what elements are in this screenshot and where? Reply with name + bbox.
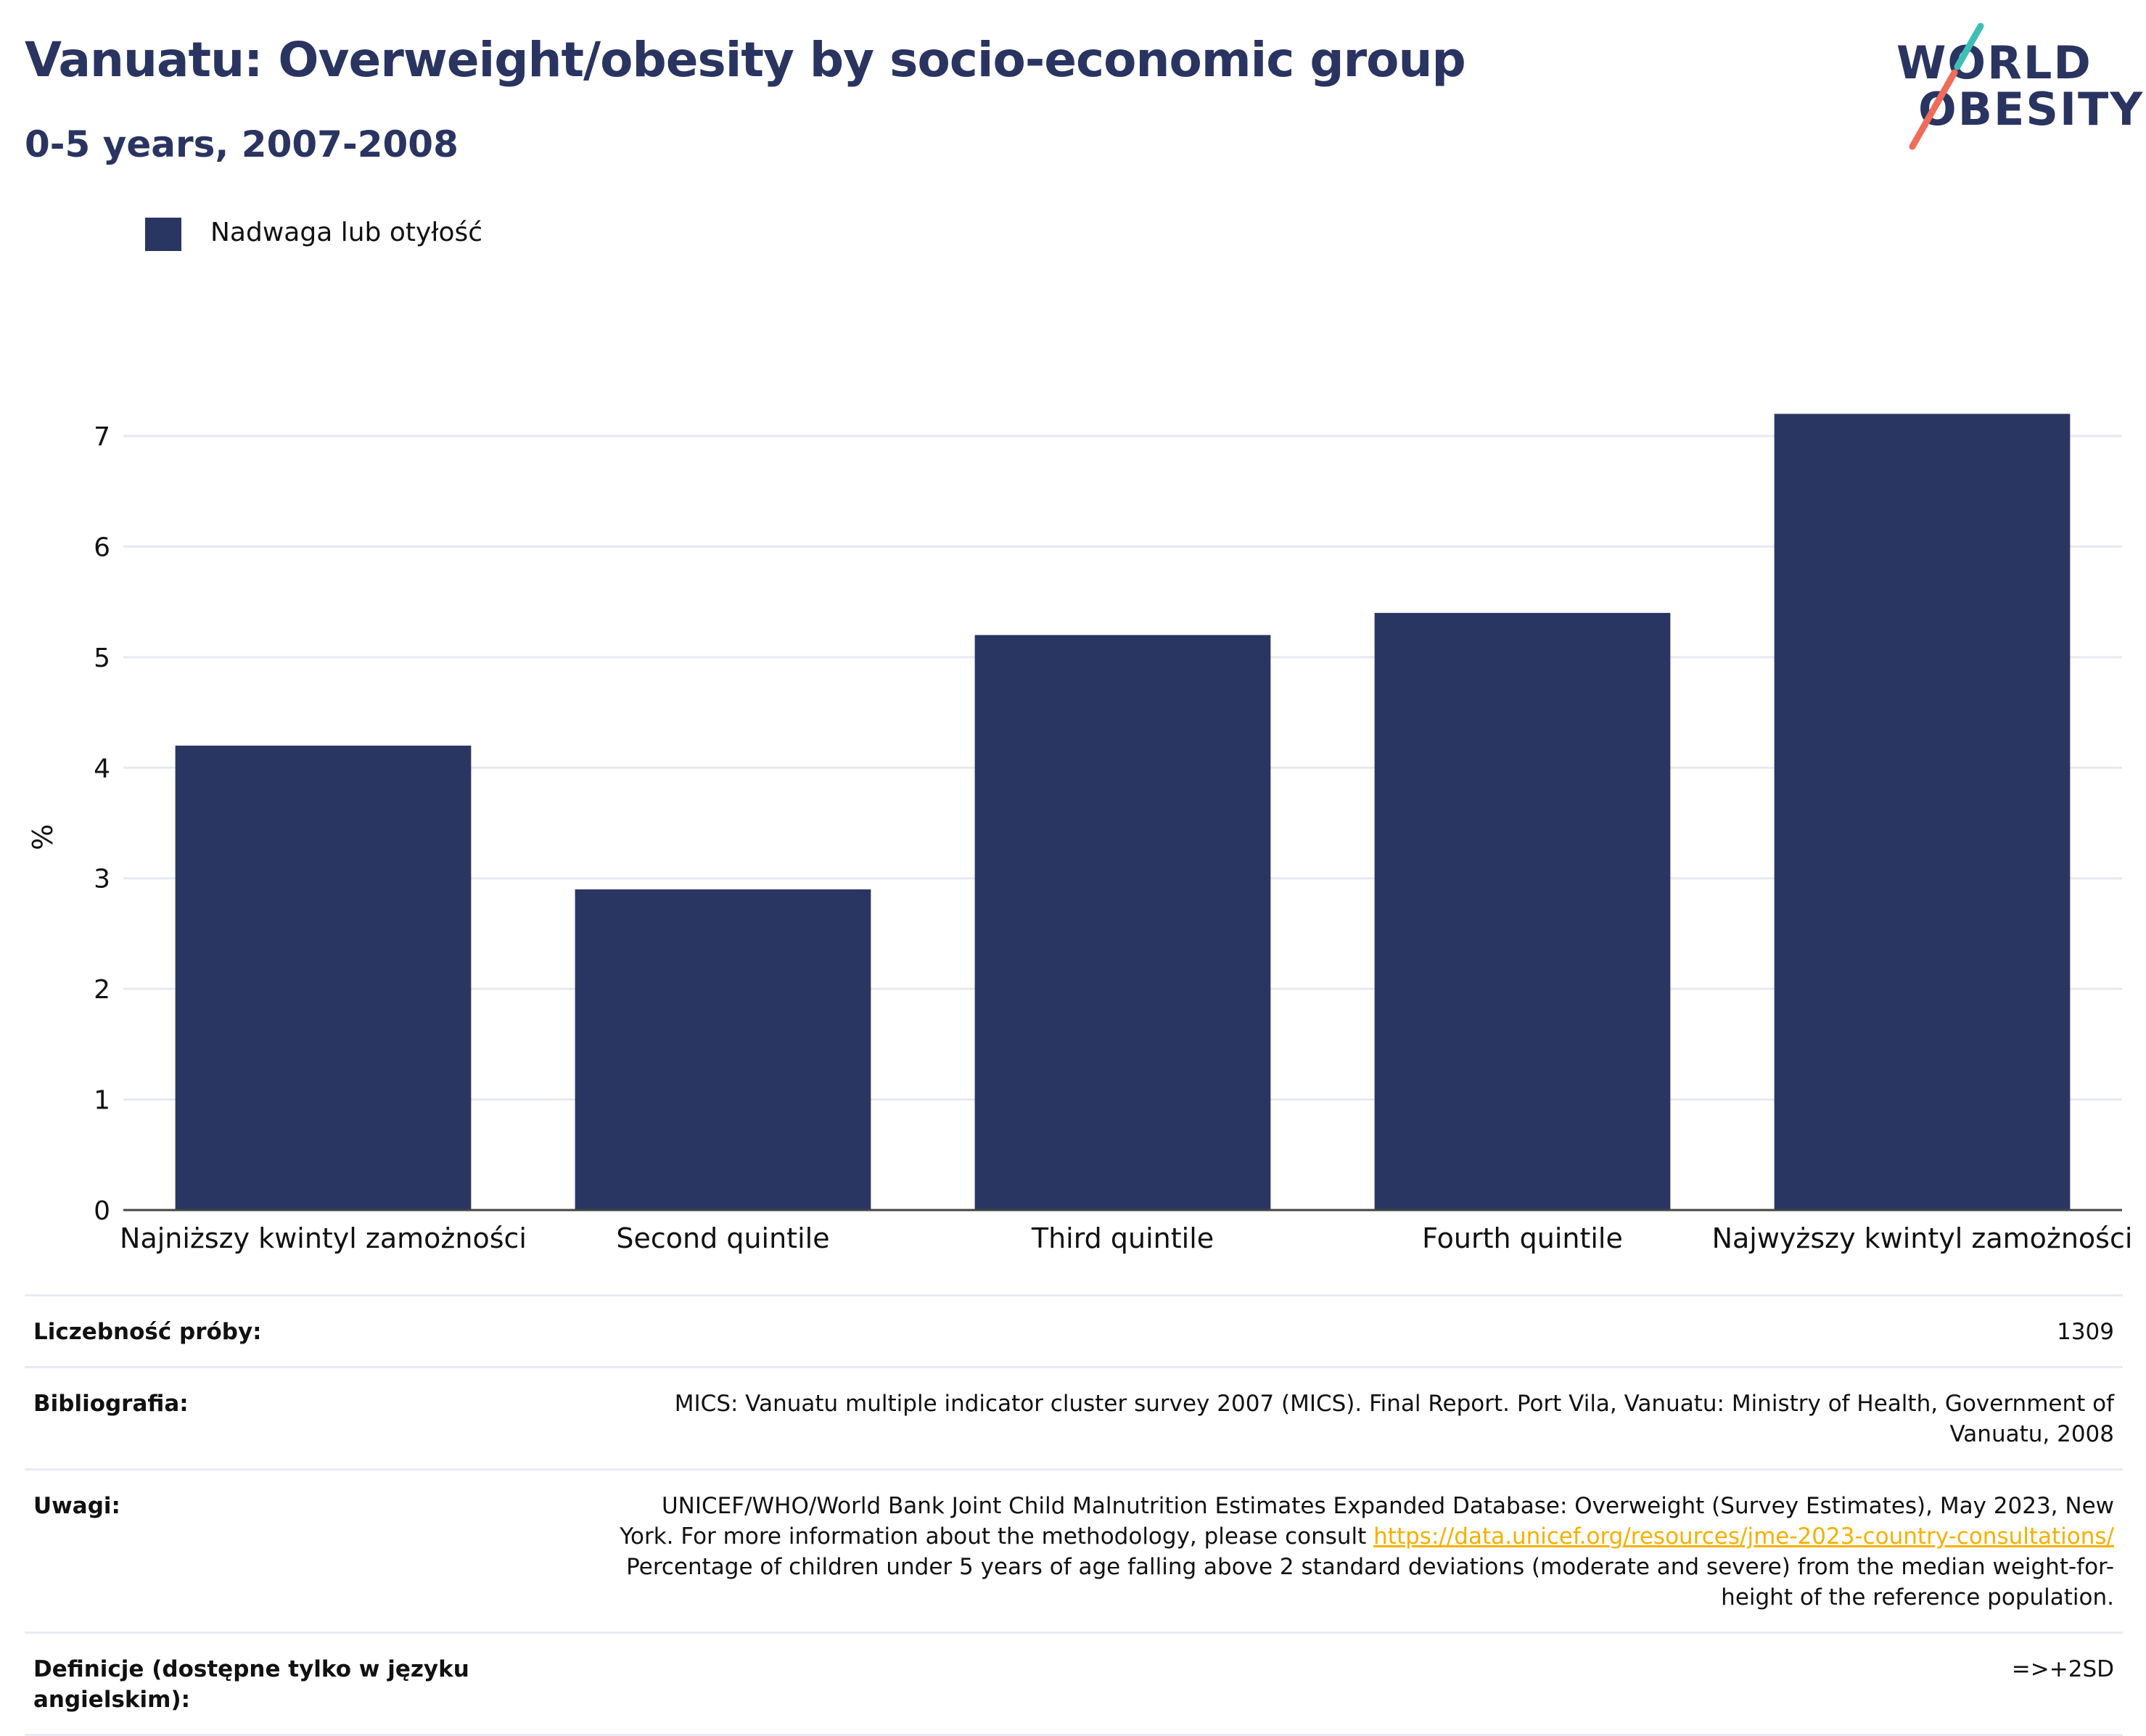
info-value-sample-size: 1309 bbox=[2057, 1319, 2114, 1345]
bar bbox=[974, 635, 1271, 1210]
y-axis-label: % bbox=[27, 824, 59, 850]
logo-line-2: OBESITY bbox=[1918, 83, 2145, 136]
logo-slash-icon bbox=[1909, 22, 1984, 150]
y-tick-label: 0 bbox=[94, 1196, 110, 1226]
x-tick-label: Second quintile bbox=[616, 1222, 829, 1254]
y-tick-label: 1 bbox=[94, 1086, 110, 1116]
info-value-definitions: =>+2SD bbox=[2011, 1656, 2114, 1682]
bar bbox=[175, 745, 472, 1210]
methodology-link[interactable]: https://data.unicef.org/resources/jme-20… bbox=[1373, 1523, 2114, 1550]
x-tick-label: Najwyższy kwintyl zamożności bbox=[1712, 1222, 2133, 1254]
y-tick-label: 3 bbox=[94, 865, 110, 894]
info-key-bibliography: Bibliografia: bbox=[33, 1391, 189, 1417]
chart-title: Vanuatu: Overweight/obesity by socio-eco… bbox=[25, 32, 1466, 88]
chart-subtitle: 0-5 years, 2007-2008 bbox=[25, 123, 459, 165]
info-key-sample-size: Liczebność próby: bbox=[33, 1319, 262, 1345]
bar-chart: 0 1 2 3 4 5 6 7% Najniższy kwintyl zamożności Sec… bbox=[27, 414, 2133, 1254]
info-row-sample-size: Liczebność próby: 1309 bbox=[25, 1296, 2123, 1368]
x-tick-label: Najniższy kwintyl zamożności bbox=[120, 1222, 527, 1254]
info-table: Liczebność próby: 1309 Bibliografia: MIC… bbox=[25, 1294, 2123, 1736]
bar bbox=[1774, 414, 2071, 1210]
logo-line-1: WORLD bbox=[1896, 36, 2092, 89]
y-tick-label: 4 bbox=[94, 754, 110, 783]
info-value-bibliography: MICS: Vanuatu multiple indicator cluster… bbox=[674, 1391, 2114, 1447]
y-tick-label: 7 bbox=[94, 422, 110, 452]
notes-text-before: UNICEF/WHO/World Bank Joint Child Malnut… bbox=[620, 1493, 2114, 1550]
bar bbox=[1374, 612, 1671, 1210]
info-row-notes: Uwagi: UNICEF/WHO/World Bank Joint Child… bbox=[25, 1470, 2123, 1634]
bar bbox=[575, 889, 871, 1210]
world-obesity-logo: WORLD OBESITY bbox=[1879, 22, 2142, 152]
legend-swatch bbox=[145, 218, 181, 251]
info-key-definitions: Definicje (dostępne tylko w języku angie… bbox=[33, 1656, 469, 1713]
info-row-bibliography: Bibliografia: MICS: Vanuatu multiple ind… bbox=[25, 1368, 2123, 1470]
info-key-notes: Uwagi: bbox=[33, 1493, 120, 1519]
y-tick-label: 2 bbox=[94, 975, 110, 1005]
legend-label: Nadwaga lub otyłość bbox=[210, 218, 483, 247]
y-tick-label: 5 bbox=[94, 643, 110, 673]
x-tick-label: Third quintile bbox=[1031, 1222, 1214, 1254]
x-tick-label: Fourth quintile bbox=[1422, 1222, 1623, 1254]
notes-text-after: Percentage of children under 5 years of … bbox=[626, 1554, 2114, 1610]
info-row-definitions: Definicje (dostępne tylko w języku angie… bbox=[25, 1634, 2123, 1736]
y-tick-label: 6 bbox=[94, 532, 110, 562]
info-value-notes: UNICEF/WHO/World Bank Joint Child Malnut… bbox=[605, 1491, 2114, 1613]
